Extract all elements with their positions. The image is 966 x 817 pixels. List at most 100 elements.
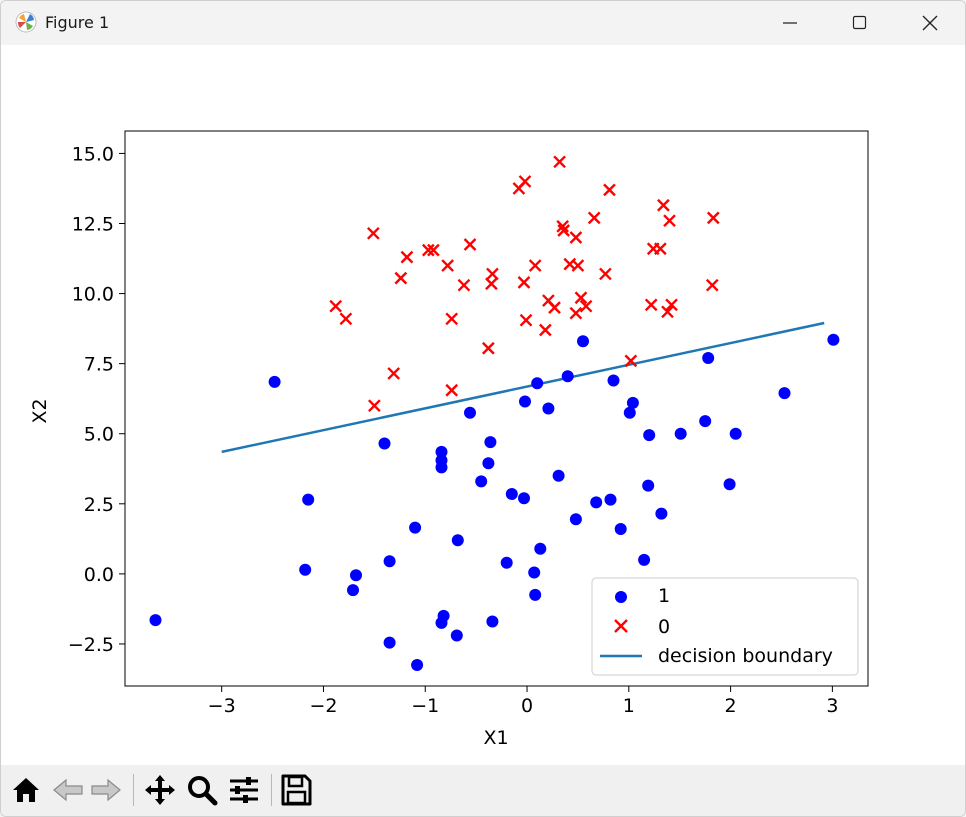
class-1-point — [604, 493, 617, 506]
class-1-point — [500, 556, 513, 569]
class-1-point — [531, 377, 544, 390]
y-ticks: −2.5 0.0 2.5 5.0 7.5 10.0 12.5 15.0 — [68, 143, 125, 656]
class-1-point — [302, 493, 315, 506]
legend-marker-1 — [615, 591, 627, 603]
x-tick-label: −2 — [309, 695, 337, 717]
maximize-button[interactable] — [825, 1, 895, 45]
maximize-icon — [852, 15, 867, 30]
title-bar[interactable]: Figure 1 — [1, 1, 965, 45]
class-1-point — [542, 402, 555, 415]
axes-frame — [124, 130, 869, 687]
back-icon[interactable] — [51, 773, 85, 807]
class-0-point — [706, 211, 720, 225]
class-1-point — [383, 555, 396, 568]
class-1-point — [268, 375, 281, 388]
class-0-point — [599, 267, 612, 281]
navigation-toolbar — [1, 765, 965, 816]
y-tick-label: 10.0 — [72, 284, 114, 306]
class-0-point — [482, 341, 495, 355]
class-0-point — [528, 259, 542, 272]
class-1-point — [827, 333, 840, 346]
legend-label-1: 1 — [658, 585, 670, 607]
close-button[interactable] — [895, 1, 965, 45]
class-1-point — [451, 534, 464, 547]
class-0-point — [557, 224, 571, 237]
minimize-icon — [783, 22, 797, 24]
class-1-point — [702, 352, 715, 364]
class-0-point — [579, 299, 593, 313]
class-0-point — [368, 399, 381, 413]
class-0-point — [445, 383, 459, 397]
class-1-point — [518, 492, 530, 505]
class-0-point — [657, 198, 670, 212]
x-tick-label: 3 — [826, 695, 838, 717]
class-1-point — [552, 469, 565, 482]
class-1-point — [409, 521, 422, 534]
class-1-point — [347, 584, 359, 597]
class-1-point — [729, 427, 742, 440]
class-1-point — [778, 387, 791, 400]
class-1-point — [674, 427, 687, 440]
class-1-point — [577, 335, 589, 348]
pan-icon[interactable] — [143, 773, 177, 807]
matplotlib-app-icon — [15, 11, 37, 33]
class-1-point — [464, 406, 476, 419]
y-tick-label: 0.0 — [84, 564, 114, 586]
class-0-point — [539, 323, 552, 337]
class-1-point — [569, 513, 582, 526]
home-icon[interactable] — [9, 773, 43, 807]
class-0-point — [394, 271, 408, 285]
y-tick-label: 7.5 — [84, 354, 114, 376]
class-1-point — [528, 566, 541, 579]
class-1-point — [655, 507, 668, 520]
class-0-point — [571, 259, 585, 272]
class-0-point — [421, 243, 435, 257]
class-0-point — [574, 291, 588, 305]
forward-icon[interactable] — [89, 773, 123, 807]
y-tick-label: 15.0 — [72, 143, 114, 165]
class-1-point — [519, 395, 531, 408]
class-0-point — [463, 238, 477, 251]
class-1-point — [642, 479, 655, 492]
class-0-point — [457, 278, 471, 292]
scatter-plot: −3 −2 −1 0 1 2 3 −2.50.02.55.07.510.012.515.0 … — [29, 130, 869, 749]
save-icon[interactable] — [279, 773, 313, 807]
zoom-icon[interactable] — [185, 773, 219, 807]
class-1-point — [411, 659, 424, 671]
class-1-point — [299, 563, 312, 576]
y-tick-label: 12.5 — [72, 214, 114, 236]
configure-subplots-icon[interactable] — [227, 773, 261, 807]
class-0-point — [400, 250, 414, 264]
class-0-point — [518, 175, 532, 188]
class-0-point — [445, 312, 459, 326]
class-1-point — [561, 370, 574, 383]
legend-label-boundary: decision boundary — [658, 645, 833, 667]
class-1-point — [590, 496, 603, 509]
class-1-point — [505, 488, 518, 500]
figure-canvas[interactable]: −3 −2 −1 0 1 2 3 −2.5 0.0 2.5 5.0 7.5 10.0 12.5 15.0 … — [1, 45, 965, 765]
class-1-point — [638, 553, 651, 566]
class-0-point — [329, 299, 343, 313]
class-0-point — [587, 211, 601, 225]
minimize-button[interactable] — [755, 1, 825, 45]
decision-boundary-line — [221, 321, 825, 454]
class-1-point — [450, 629, 463, 642]
boundary-layer — [221, 321, 825, 454]
class-0-point — [548, 301, 561, 314]
class-1-point — [699, 415, 712, 428]
class-0-point — [661, 305, 674, 319]
class-0-point — [387, 367, 401, 380]
x-tick-label: 2 — [725, 695, 737, 717]
class-0-point — [366, 226, 380, 240]
class-0-point — [644, 298, 658, 312]
legend-box — [591, 577, 859, 676]
x-tick-label: 0 — [521, 695, 533, 717]
class-1-point — [607, 374, 620, 387]
points-layer — [149, 155, 840, 671]
x-tick-label: −1 — [411, 695, 439, 717]
window-title: Figure 1 — [45, 13, 110, 32]
class-0-point — [517, 276, 531, 289]
class-1-point — [484, 436, 497, 449]
class-1-point — [383, 636, 396, 649]
y-tick-label: 5.0 — [84, 424, 114, 446]
